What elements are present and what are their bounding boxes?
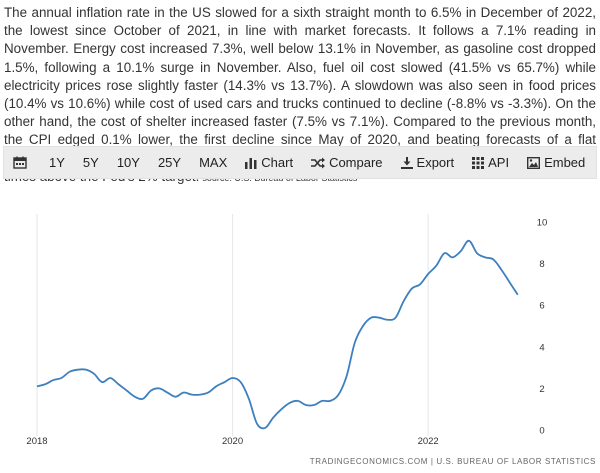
- data-point-2019-07: [182, 391, 184, 393]
- x-tick-label-2022: 2022: [418, 436, 439, 447]
- image-icon: [527, 156, 541, 169]
- data-point-2022-08: [484, 256, 486, 258]
- api-button[interactable]: API: [472, 155, 509, 170]
- export-label: Export: [416, 155, 455, 170]
- data-point-2022-06: [468, 240, 470, 242]
- data-point-2019-02: [142, 398, 144, 400]
- data-point-2018-03: [52, 379, 54, 381]
- data-point-2018-06: [77, 368, 79, 370]
- data-point-2020-02: [240, 381, 242, 383]
- y-tick-label-0: 0: [539, 426, 544, 437]
- data-point-2020-09: [297, 400, 299, 402]
- inflation-chart: 2018 2020 2022 0 2 4 6 8 10: [0, 180, 600, 468]
- data-point-2020-08: [288, 402, 290, 404]
- calendar-icon[interactable]: [13, 156, 31, 169]
- data-point-2019-10: [207, 391, 209, 393]
- data-point-2021-01: [329, 400, 331, 402]
- data-point-2021-06: [370, 316, 372, 318]
- bar-chart-icon: [245, 157, 257, 169]
- range-1y-button[interactable]: 1Y: [49, 155, 65, 170]
- data-point-2020-12: [321, 400, 323, 402]
- data-point-2018-01: [36, 385, 38, 387]
- range-max-button[interactable]: MAX: [199, 155, 228, 170]
- data-point-2022-04: [451, 256, 453, 258]
- data-point-2020-05: [264, 427, 266, 429]
- data-point-2019-09: [199, 393, 201, 395]
- data-point-2021-09: [394, 316, 396, 318]
- data-point-2018-10: [109, 377, 111, 379]
- data-point-2022-05: [460, 250, 462, 252]
- data-point-2022-02: [435, 264, 437, 266]
- y-tick-label-8: 8: [539, 259, 544, 270]
- data-point-2021-12: [419, 283, 421, 285]
- data-point-2021-10: [402, 300, 404, 302]
- data-point-2021-04: [354, 341, 356, 343]
- y-tick-label-4: 4: [539, 342, 544, 353]
- data-point-2019-03: [150, 389, 152, 391]
- data-point-2019-11: [215, 385, 217, 387]
- data-point-2022-10: [500, 269, 502, 271]
- range-5y-button[interactable]: 5Y: [82, 155, 99, 170]
- x-tick-label-2018: 2018: [26, 436, 47, 447]
- data-point-2019-01: [134, 396, 136, 398]
- data-point-2021-08: [386, 319, 388, 321]
- data-point-2020-04: [256, 423, 258, 425]
- data-point-2021-03: [345, 375, 347, 377]
- data-point-2020-01: [231, 377, 233, 379]
- data-point-2020-06: [272, 416, 274, 418]
- data-point-2019-04: [158, 387, 160, 389]
- data-point-2022-07: [476, 252, 478, 254]
- y-tick-label-6: 6: [539, 301, 544, 312]
- data-point-2020-07: [280, 408, 282, 410]
- embed-label: Embed: [544, 155, 586, 170]
- data-point-2021-07: [378, 316, 380, 318]
- data-point-2018-04: [60, 377, 62, 379]
- data-point-2022-03: [443, 252, 445, 254]
- data-point-2022-12: [517, 294, 519, 296]
- data-point-2018-02: [44, 383, 46, 385]
- data-point-2018-05: [68, 371, 70, 373]
- series-line-inflation: [36, 239, 519, 430]
- chart-toolbar: 1Y 5Y 10Y 25Y MAX Chart Compare Export A…: [3, 146, 597, 179]
- range-25y-button[interactable]: 25Y: [157, 155, 182, 170]
- data-point-2020-03: [248, 398, 250, 400]
- data-point-2021-05: [362, 325, 364, 327]
- chart-svg: 2018 2020 2022 0 2 4 6 8 10: [26, 214, 548, 447]
- data-point-2018-07: [85, 368, 87, 370]
- data-point-2018-09: [101, 381, 103, 383]
- data-point-2020-10: [305, 404, 307, 406]
- data-point-2022-09: [492, 258, 494, 260]
- compare-button[interactable]: Compare: [311, 155, 383, 170]
- shuffle-icon: [311, 157, 326, 168]
- x-tick-label-2020: 2020: [222, 436, 243, 447]
- compare-label: Compare: [329, 155, 383, 170]
- data-point-2022-01: [427, 273, 429, 275]
- grid-icon: [472, 156, 485, 169]
- y-tick-label-2: 2: [539, 384, 544, 395]
- chart-label: Chart: [261, 155, 294, 170]
- data-point-2020-11: [313, 404, 315, 406]
- api-label: API: [488, 155, 510, 170]
- export-button[interactable]: Export: [400, 155, 455, 170]
- range-10y-button[interactable]: 10Y: [116, 155, 140, 170]
- chart-button[interactable]: Chart: [245, 155, 293, 170]
- embed-button[interactable]: Embed: [527, 155, 585, 170]
- data-point-2018-12: [125, 389, 127, 391]
- data-point-2019-08: [191, 393, 193, 395]
- download-icon: [400, 156, 413, 169]
- data-point-2021-02: [337, 393, 339, 395]
- data-point-2022-11: [508, 281, 510, 283]
- data-point-2019-05: [166, 391, 168, 393]
- data-point-2019-12: [223, 381, 225, 383]
- data-point-2019-06: [174, 396, 176, 398]
- data-point-2021-11: [411, 287, 413, 289]
- y-tick-label-10: 10: [537, 218, 548, 229]
- data-point-2018-11: [117, 383, 119, 385]
- chart-credit: TRADINGECONOMICS.COM | U.S. BUREAU OF LA…: [309, 457, 596, 466]
- data-point-2018-08: [93, 373, 95, 375]
